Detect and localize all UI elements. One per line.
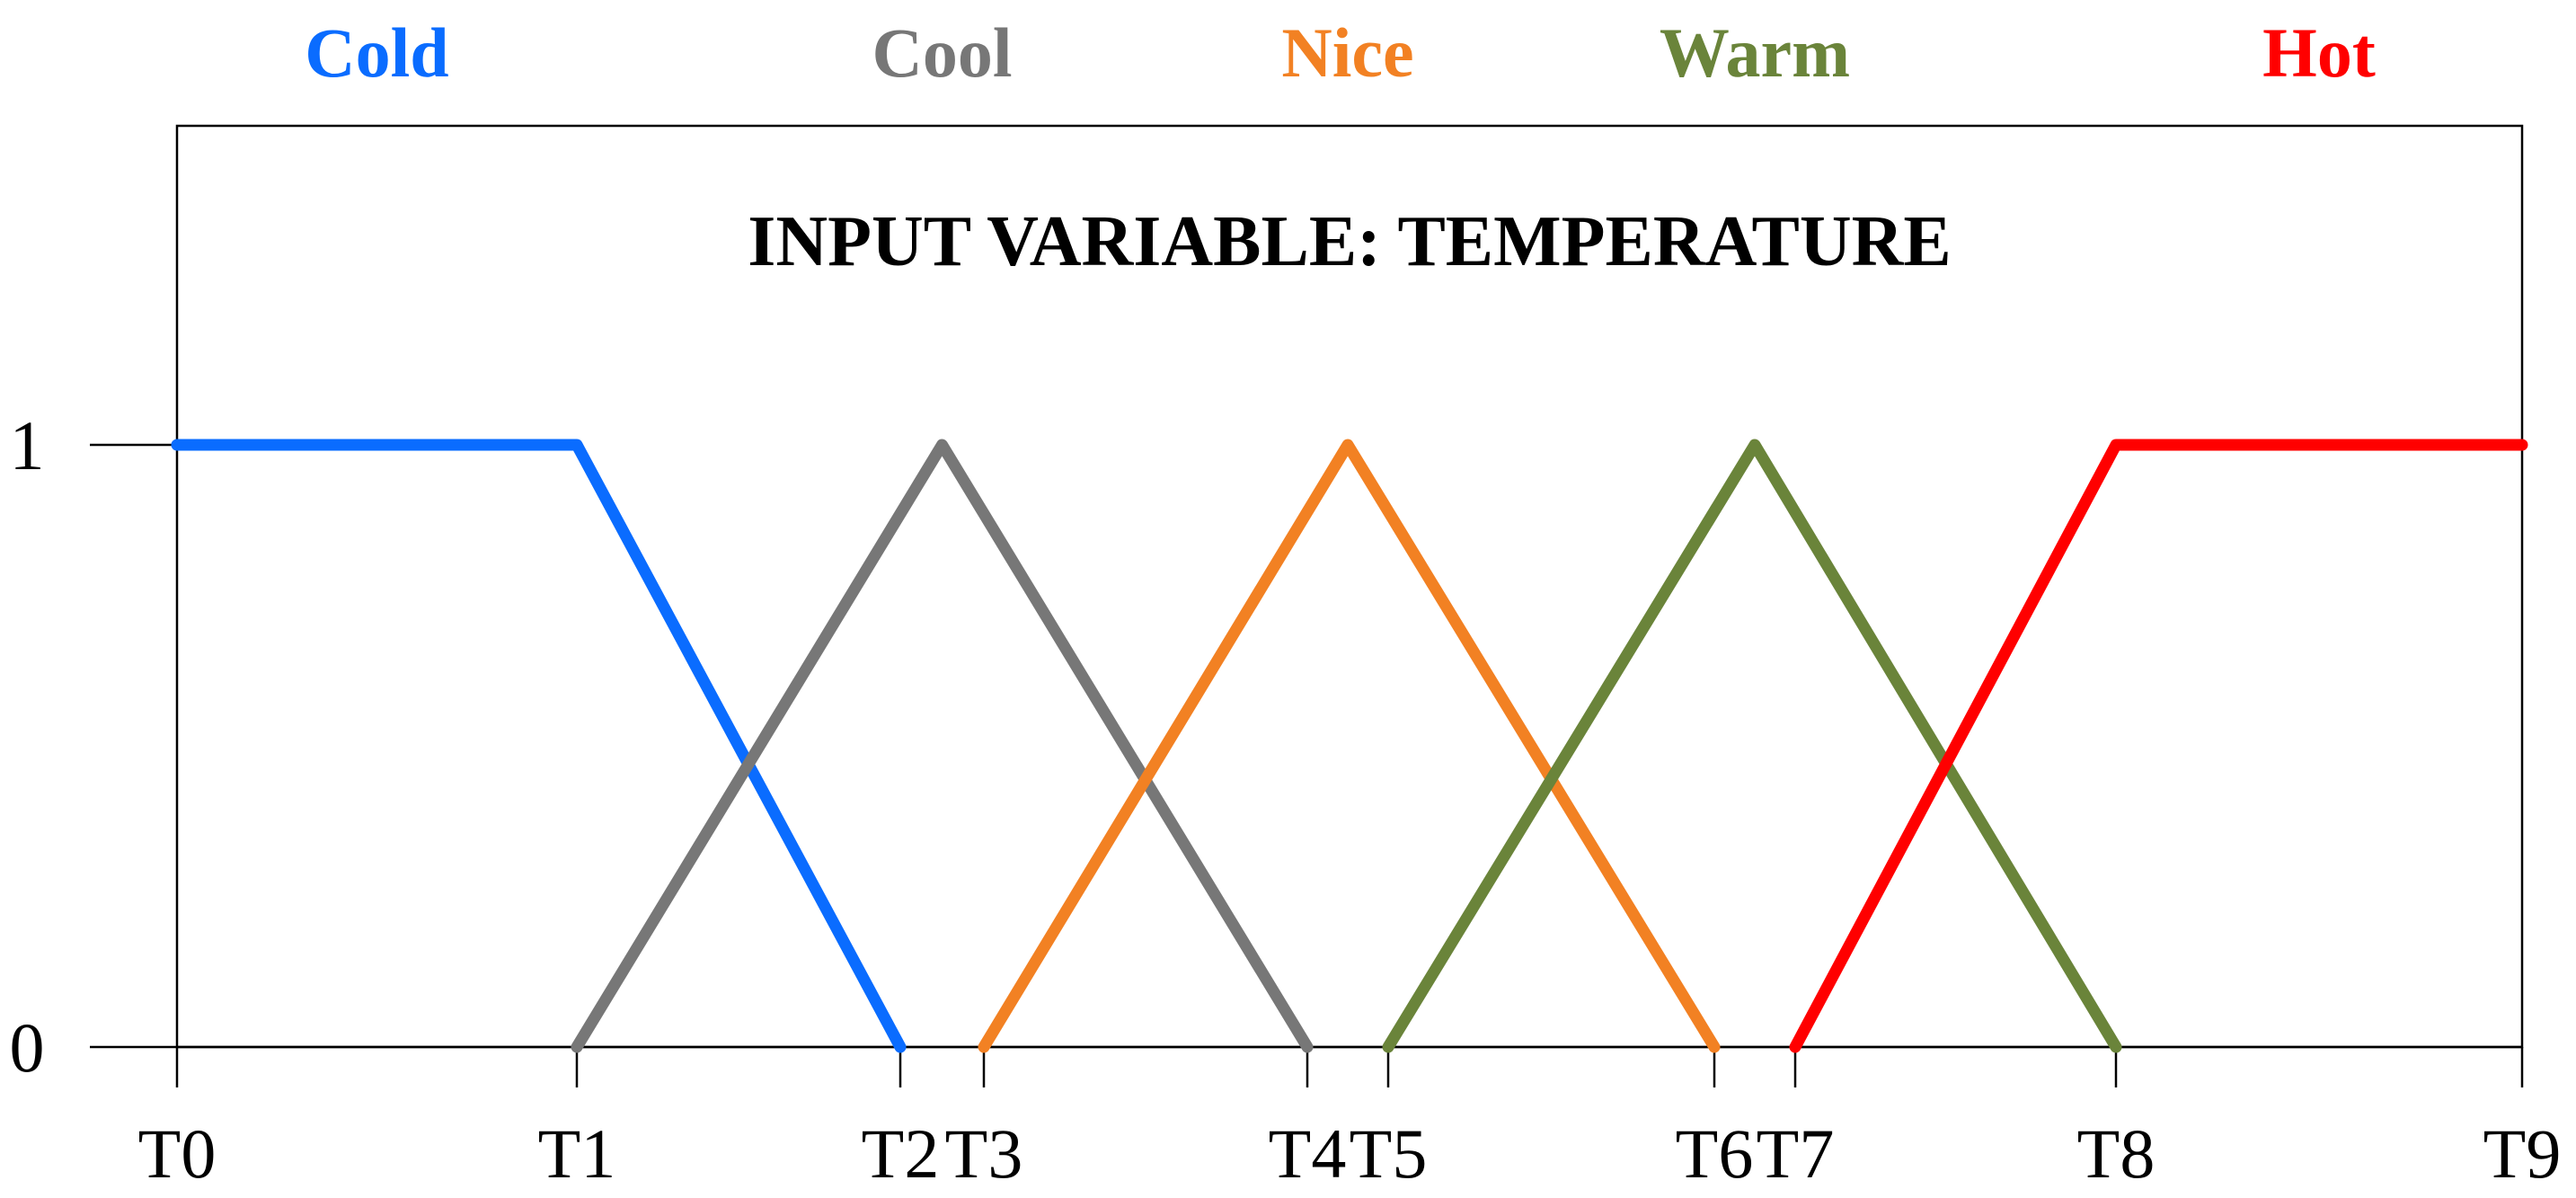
legend-label-cool: Cool [872,13,1013,92]
x-tick-label: T4 [1269,1114,1347,1193]
x-axis: T0 T1 T2 T3 T4 T5 T6 T7 T8 T9 [138,1047,2562,1193]
x-tick-label: T1 [538,1114,616,1193]
legend: Cold Cool Nice Warm Hot [305,13,2376,92]
x-tick-label: T6 [1676,1114,1754,1193]
x-tick-label: T3 [945,1114,1023,1193]
series-line-nice [978,439,1721,1053]
x-tick-label: T8 [2077,1114,2156,1193]
x-tick-label: T0 [138,1114,217,1193]
x-tick-label: T5 [1350,1114,1428,1193]
y-axis: 01 [10,406,2522,1087]
series-line-cold [171,439,907,1053]
legend-label-cold: Cold [305,13,448,92]
x-tick-label: T9 [2483,1114,2562,1193]
legend-label-hot: Hot [2262,13,2376,92]
y-tick-label: 1 [10,406,45,484]
series-line-warm [1382,439,2122,1053]
y-tick-label: 0 [10,1008,45,1087]
x-tick-label: T7 [1757,1114,1835,1193]
series-line-cool [571,439,1314,1053]
series-layer [171,439,2528,1053]
legend-label-warm: Warm [1660,13,1850,92]
series-line-hot [1789,439,2528,1053]
legend-label-nice: Nice [1281,13,1413,92]
chart-title: INPUT VARIABLE: TEMPERATURE [748,202,1952,281]
x-tick-label: T2 [862,1114,940,1193]
